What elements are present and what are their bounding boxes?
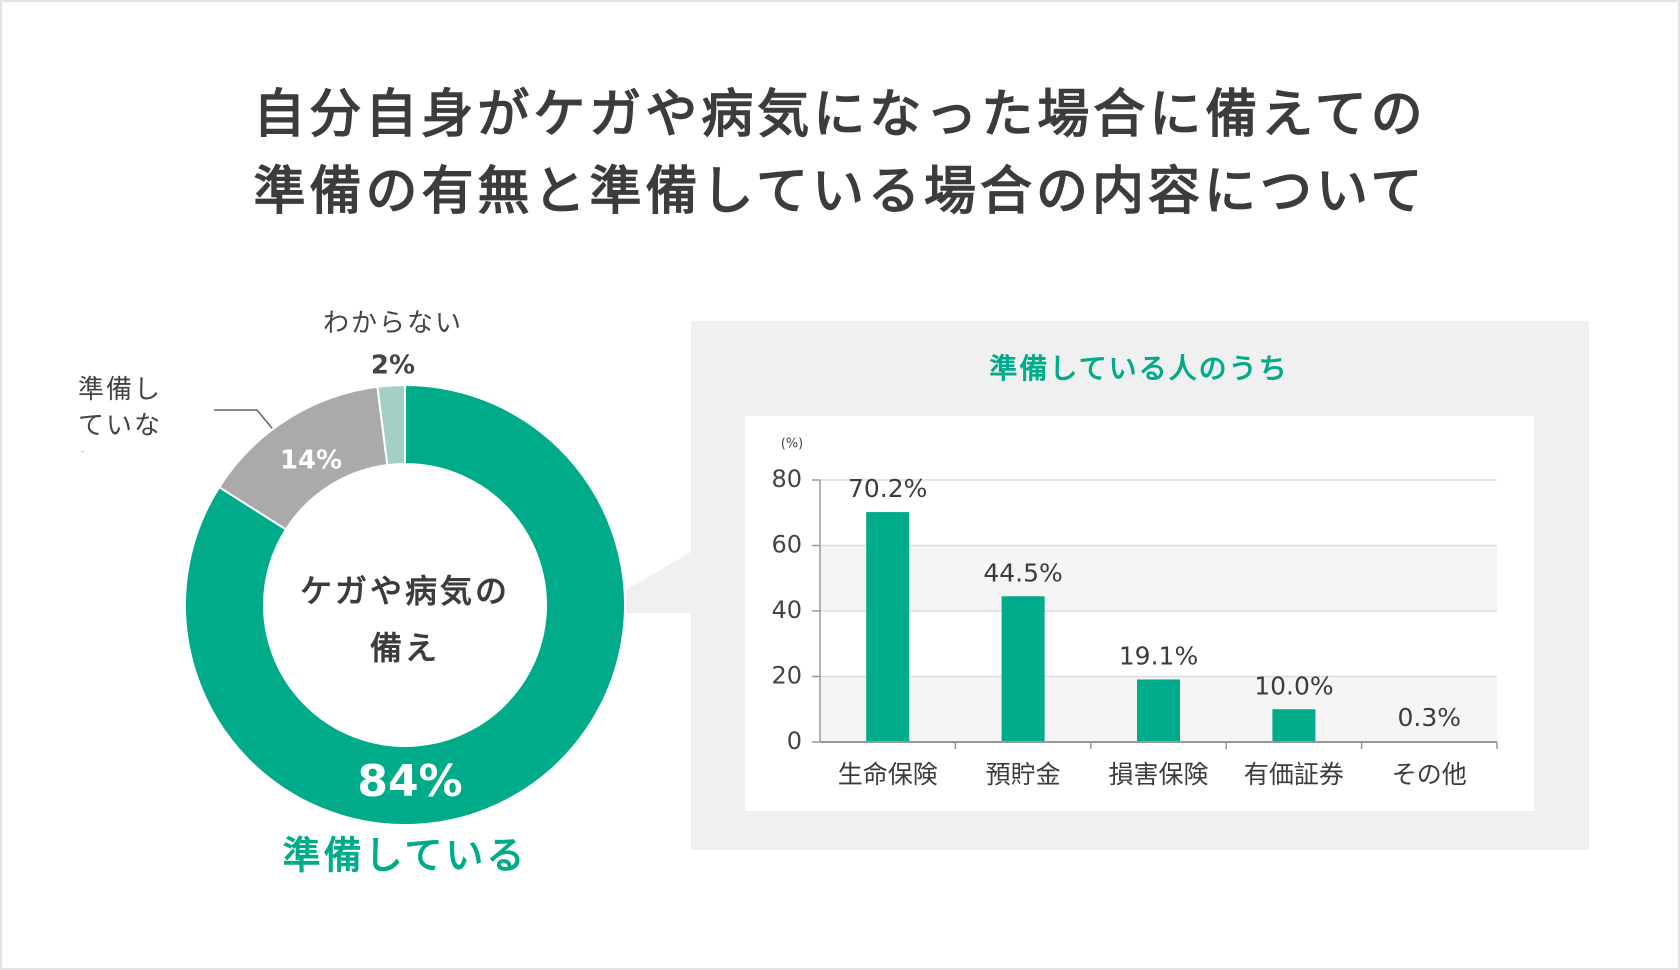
center-label: 備え	[370, 629, 440, 667]
category-label: わからない	[323, 309, 463, 339]
y-tick-label: 20	[771, 662, 802, 690]
bar	[1137, 679, 1180, 742]
y-tick-label: 60	[771, 531, 802, 559]
bar	[866, 512, 910, 742]
x-tick-label: 損害保険	[1108, 760, 1208, 789]
x-tick-label: その他	[1392, 760, 1467, 789]
value-label: 84%	[357, 756, 462, 807]
x-tick-label: 有価証券	[1244, 760, 1344, 789]
center-label: ケガや病気の	[300, 572, 510, 610]
category-label: 準備している	[283, 834, 528, 878]
bar	[1001, 596, 1045, 742]
chart-subtitle: 準備している人のうち	[989, 352, 1288, 385]
value-label: 44.5%	[983, 558, 1062, 587]
title-line: 準備の有無と準備している場合の内容について	[254, 162, 1427, 222]
category-label: 準備していない	[78, 375, 163, 452]
title-line: 自分自身がケガや病気になった場合に備えての	[253, 85, 1426, 145]
value-label: 2%	[371, 351, 415, 381]
y-tick-label: 40	[771, 596, 802, 624]
x-tick-label: 生命保険	[838, 760, 938, 789]
value-label: 10.0%	[1254, 671, 1333, 700]
x-tick-label: 預貯金	[986, 760, 1061, 789]
label-box: 準備していない	[78, 375, 163, 452]
value-label: 70.2%	[848, 474, 927, 503]
y-unit: (%)	[781, 437, 804, 452]
donut-slice	[376, 383, 406, 467]
value-label: 19.1%	[1119, 641, 1198, 670]
y-tick-label: 0	[787, 727, 802, 755]
bar	[1272, 709, 1316, 742]
value-label: 0.3%	[1398, 703, 1462, 732]
grid-band	[820, 545, 1497, 611]
y-tick-label: 80	[771, 465, 802, 493]
value-label: 14%	[280, 446, 342, 476]
donut-slice	[184, 383, 626, 826]
